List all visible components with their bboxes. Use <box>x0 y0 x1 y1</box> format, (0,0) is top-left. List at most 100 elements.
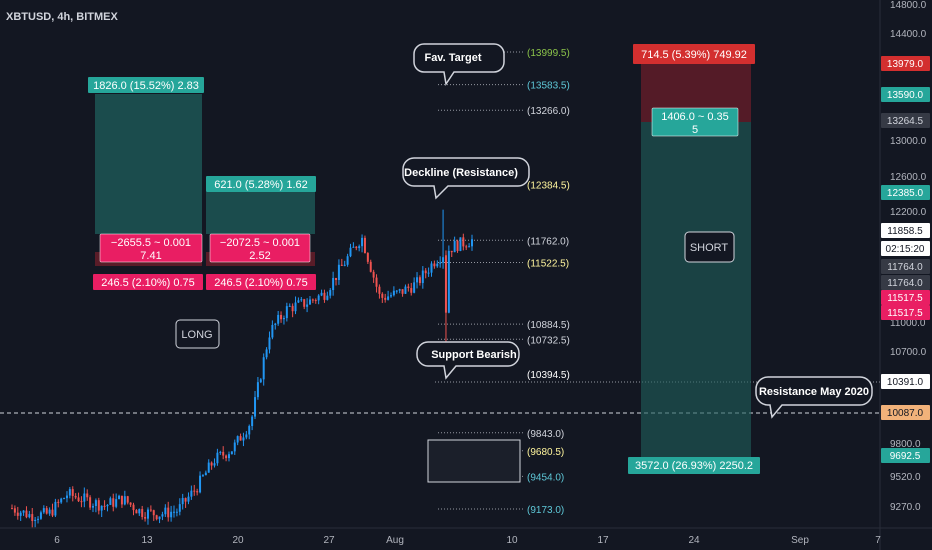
candle-body <box>199 475 202 493</box>
level-label: (13583.5) <box>527 81 570 92</box>
candle-body <box>184 498 187 502</box>
long1-target-label: 1826.0 (15.52%) 2.83 <box>93 80 199 92</box>
candle-body <box>233 442 236 452</box>
candle-body <box>187 496 190 502</box>
candle-body <box>259 379 262 383</box>
short-stop-label-bg <box>633 44 755 64</box>
candle-body <box>13 508 16 513</box>
candle-body <box>34 519 37 521</box>
candle-body <box>355 246 358 249</box>
long-label: LONG <box>181 329 212 341</box>
candle-body <box>413 282 416 293</box>
candle-body <box>230 451 233 455</box>
long1-stop-label: 246.5 (2.10%) 0.75 <box>101 277 195 289</box>
candle-body <box>262 357 265 380</box>
candle-body <box>439 262 442 264</box>
candle-body <box>68 489 71 496</box>
candle-body <box>129 502 132 505</box>
long1-center-line1: −2655.5 ~ 0.001 <box>111 237 191 249</box>
candle-body <box>123 496 126 505</box>
level-label: (10884.5) <box>527 320 570 331</box>
callout-resistance-may[interactable]: Resistance May 2020 <box>755 376 873 419</box>
candle-body <box>25 510 28 518</box>
candle-body <box>173 511 176 513</box>
long1-profit-zone <box>95 94 202 234</box>
level-label: (10394.5) <box>527 370 570 381</box>
callout-decline-bubble <box>402 157 530 200</box>
long-position-2[interactable]: 621.0 (5.28%) 1.62 −2072.5 ~ 0.001 2.52 … <box>206 176 316 290</box>
short-label-box[interactable] <box>684 231 735 263</box>
candle-body <box>407 286 410 289</box>
price-tick: 13000.0 <box>890 136 927 147</box>
price-axis-label: 13979.0 <box>887 59 924 70</box>
candle-body <box>291 305 294 312</box>
long2-center-line1: −2072.5 ~ 0.001 <box>220 237 300 249</box>
time-tick: Aug <box>386 535 404 546</box>
short-center-line1: 1406.0 ~ 0.35 <box>661 111 729 123</box>
time-tick: 20 <box>232 535 244 546</box>
callout-support[interactable]: Support Bearish <box>416 341 520 380</box>
candle-body <box>329 290 332 296</box>
level-label: (9843.0) <box>527 429 564 440</box>
candle-body <box>42 508 45 513</box>
long-label-box[interactable] <box>175 319 220 349</box>
candle-body <box>28 514 31 518</box>
price-axis-label: 11764.0 <box>887 262 923 273</box>
symbol-label: XBTUSD, 4h, BITMEX <box>6 11 119 23</box>
price-axis-label: 13264.5 <box>887 116 924 127</box>
candle-body <box>236 436 239 443</box>
candle-body <box>204 472 207 476</box>
short-label: SHORT <box>690 242 729 254</box>
short-target-label-bg <box>628 457 760 474</box>
candle-body <box>314 299 317 301</box>
time-tick: 27 <box>323 535 335 546</box>
candle-body <box>300 299 303 301</box>
candle-body <box>378 286 381 294</box>
time-tick: 7 <box>875 535 881 546</box>
long1-stop-label-bg <box>93 274 203 290</box>
long2-center-line2: 2.52 <box>249 250 270 262</box>
callout-decline[interactable]: Deckline (Resistance) <box>402 157 530 200</box>
candle-body <box>227 454 230 459</box>
price-axis-label: 11858.5 <box>887 226 923 237</box>
candle-body <box>274 323 277 325</box>
candle-body <box>306 304 309 307</box>
candle-body <box>271 324 274 338</box>
level-label: (11522.5) <box>527 259 569 270</box>
candle-body <box>77 497 80 502</box>
candle-body <box>86 493 89 498</box>
time-tick: 24 <box>688 535 700 546</box>
price-axis-label-bg <box>881 185 930 200</box>
candle-body <box>251 416 254 427</box>
candle-body <box>219 451 222 453</box>
candle-body <box>94 500 97 507</box>
long-position-1[interactable]: 1826.0 (15.52%) 2.83 −2655.5 ~ 0.001 7.4… <box>88 77 204 290</box>
price-axis-label: 02:15:20 <box>886 244 925 255</box>
demand-zone-box[interactable] <box>427 439 521 483</box>
candle-body <box>421 270 424 284</box>
candle-body <box>433 263 436 267</box>
candle-body <box>106 504 109 507</box>
candle-body <box>332 277 335 291</box>
candle-body <box>161 514 164 517</box>
candle-body <box>326 295 329 300</box>
price-axis-label-bg <box>881 374 930 389</box>
short-position[interactable]: 714.5 (5.39%) 749.92 1406.0 ~ 0.35 5 357… <box>628 44 760 474</box>
candle-body <box>349 247 352 257</box>
candle-body <box>384 297 387 300</box>
long2-target-label: 621.0 (5.28%) 1.62 <box>214 179 308 191</box>
candle-body <box>97 500 100 511</box>
long1-target-label-bg <box>88 77 204 93</box>
candle-body <box>175 511 178 513</box>
candle-body <box>335 277 338 281</box>
level-label: (10732.5) <box>527 335 570 346</box>
price-axis-label-bg <box>881 56 930 71</box>
candle-body <box>424 270 427 274</box>
time-tick: 6 <box>54 535 60 546</box>
callout-fav-target[interactable]: Fav. Target <box>413 43 505 86</box>
candle-body <box>471 239 473 247</box>
candle-body <box>207 462 210 473</box>
price-axis-label-bg <box>881 259 930 274</box>
candle-body <box>308 299 311 305</box>
